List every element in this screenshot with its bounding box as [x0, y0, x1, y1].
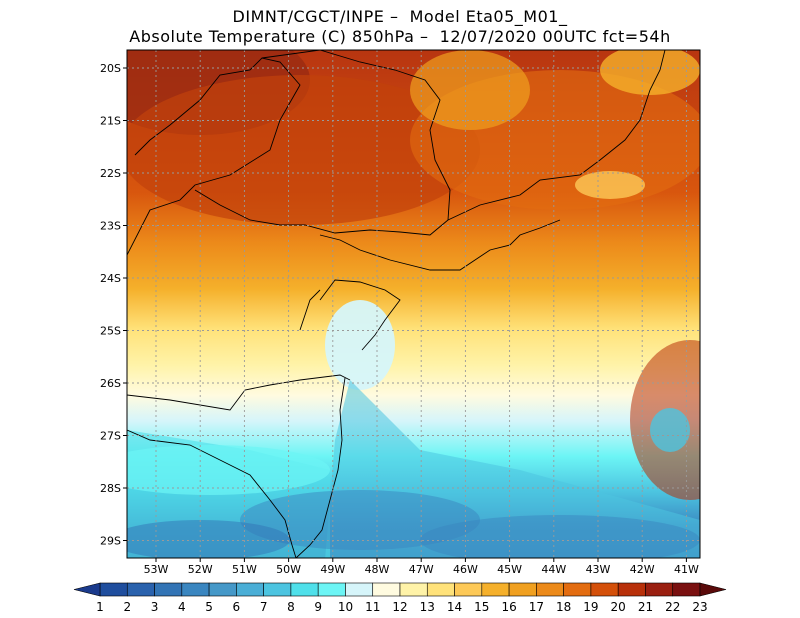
colorbar-label: 5 — [205, 600, 213, 614]
colorbar-segment — [563, 582, 592, 597]
colorbar-label: 2 — [123, 600, 131, 614]
colorbar — [73, 582, 727, 597]
colorbar-label: 15 — [474, 600, 489, 614]
colorbar-label: 8 — [287, 600, 295, 614]
lat-tick-label: 23S — [100, 220, 121, 233]
colorbar-label: 4 — [178, 600, 186, 614]
map-title-line-2: Absolute Temperature (C) 850hPa – 12/07/… — [129, 27, 671, 46]
lat-tick-label: 25S — [100, 325, 121, 338]
colorbar-segment — [508, 582, 537, 597]
temperature-field — [127, 50, 700, 558]
colorbar-segment — [590, 582, 619, 597]
colorbar-segment — [481, 582, 510, 597]
lat-tick-label: 22S — [100, 167, 121, 180]
colorbar-segment — [372, 582, 401, 597]
colorbar-label: 9 — [314, 600, 322, 614]
map-title-line-1: DIMNT/CGCT/INPE – Model Eta05_M01_ — [232, 7, 568, 26]
lat-tick-label: 20S — [100, 62, 121, 75]
lat-tick-label: 24S — [100, 272, 121, 285]
lon-tick-label: 43W — [586, 563, 611, 576]
plot-frame — [126, 49, 701, 559]
lat-tick-label: 26S — [100, 377, 121, 390]
lat-tick-label: 29S — [100, 535, 121, 548]
lon-tick-label: 47W — [409, 563, 434, 576]
colorbar-segment — [208, 582, 237, 597]
colorbar-label: 7 — [260, 600, 268, 614]
colorbar-segment — [399, 582, 428, 597]
colorbar-segment — [672, 582, 701, 597]
colorbar-segment — [345, 582, 374, 597]
colorbar-segment — [181, 582, 210, 597]
colorbar-label: 17 — [529, 600, 544, 614]
colorbar-segment — [154, 582, 183, 597]
colorbar-segment — [645, 582, 674, 597]
colorbar-label: 14 — [447, 600, 462, 614]
lon-tick-label: 42W — [630, 563, 655, 576]
colorbar-segment — [536, 582, 564, 597]
lon-tick-label: 52W — [188, 563, 213, 576]
lon-tick-label: 51W — [232, 563, 257, 576]
colorbar-segment — [126, 582, 155, 597]
lon-tick-label: 44W — [541, 563, 566, 576]
colorbar-segment — [236, 582, 264, 597]
colorbar-label: 22 — [665, 600, 680, 614]
lat-tick-label: 21S — [100, 115, 121, 128]
latitude-labels: 20S 21S 22S 23S 24S 25S 26S 27S 28S 29S — [100, 62, 127, 548]
lon-tick-label: 48W — [365, 563, 390, 576]
colorbar-segment — [454, 582, 483, 597]
colorbar-segment — [263, 582, 292, 597]
colorbar-segment — [426, 582, 455, 597]
lat-tick-label: 27S — [100, 430, 121, 443]
lon-tick-label: 45W — [497, 563, 522, 576]
colorbar-label: 3 — [151, 600, 159, 614]
colorbar-label: 1 — [96, 600, 104, 614]
colorbar-label: 19 — [583, 600, 598, 614]
colorbar-label: 6 — [233, 600, 241, 614]
colorbar-label: 10 — [338, 600, 353, 614]
colorbar-label: 18 — [556, 600, 571, 614]
lon-tick-label: 50W — [276, 563, 301, 576]
colorbar-label: 20 — [611, 600, 626, 614]
colorbar-segment — [317, 582, 346, 597]
colorbar-label: 11 — [365, 600, 380, 614]
colorbar-segment — [617, 582, 646, 597]
lon-tick-label: 41W — [674, 563, 699, 576]
colorbar-max-arrow — [699, 582, 727, 597]
colorbar-min-arrow — [73, 582, 101, 597]
lon-tick-label: 49W — [320, 563, 345, 576]
colorbar-label: 13 — [420, 600, 435, 614]
colorbar-segment — [290, 582, 319, 597]
colorbar-segment — [99, 582, 128, 597]
colorbar-label: 16 — [501, 600, 516, 614]
colorbar-label: 21 — [638, 600, 653, 614]
map-gridlines — [127, 50, 700, 558]
colorbar-labels: 1 2 3 4 5 6 7 8 9 10 11 12 13 14 15 16 17 18 19 20 21 22 23 — [96, 600, 707, 614]
colorbar-label: 23 — [692, 600, 707, 614]
colorbar-label: 12 — [392, 600, 407, 614]
longitude-labels: 53W 52W 51W 50W 49W 48W 47W 46W 45W 44W 43W 42W 41W — [144, 558, 699, 576]
lat-tick-label: 28S — [100, 482, 121, 495]
lon-tick-label: 53W — [144, 563, 169, 576]
coastline-and-borders — [127, 50, 666, 558]
lon-tick-label: 46W — [453, 563, 478, 576]
